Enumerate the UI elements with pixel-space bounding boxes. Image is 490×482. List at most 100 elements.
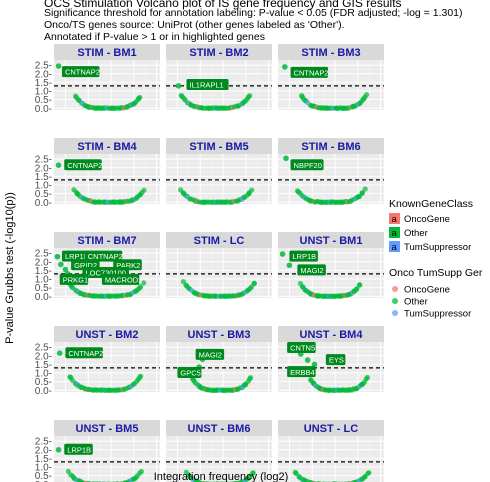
facet-strip-label: UNST - BM1: [300, 235, 363, 247]
y-tick-label: 0.0-: [35, 480, 52, 482]
data-point: [247, 375, 254, 381]
gene-label-box: [101, 273, 140, 285]
facet-strip-label: STIM - BM7: [77, 235, 136, 247]
gene-label-box: [84, 250, 123, 262]
legend-onco-title: Onco TumSupp Ger: [389, 267, 483, 279]
gene-label: CNTN5: [290, 344, 315, 353]
y-tick-label: 1.5-: [35, 266, 52, 277]
y-tick-label: 1.5-: [35, 172, 52, 183]
data-point: [137, 284, 144, 290]
gene-label-box: [177, 367, 202, 379]
facet-stim-bm6: STIM - BM6 NBPF20: [278, 138, 384, 205]
facet-strip-label: UNST - BM4: [300, 329, 364, 341]
facet-unst-lc: UNST - LC-4-2024: [278, 420, 384, 482]
data-point: [247, 93, 253, 99]
facet-strip-label: STIM - LC: [194, 235, 245, 247]
facet-strip-label: STIM - BM5: [189, 141, 248, 153]
legend-onco-item: TumSuppressor: [404, 309, 471, 320]
y-tick-label: 1.0-: [35, 87, 52, 98]
y-tick-label: 0.0-: [35, 198, 52, 209]
facet-unst-bm4: UNST - BM4 CNTN5 EYS ERBB4: [278, 326, 384, 393]
highlight-point: [58, 261, 64, 268]
title-line-2: Significance threshold for annotation la…: [44, 7, 463, 19]
facet-strip-label: STIM - BM3: [301, 47, 360, 59]
y-tick-label: 2.0-: [35, 69, 52, 80]
y-tick-label: 1.5-: [35, 78, 52, 89]
data-point: [364, 92, 370, 98]
facet-unst-bm3: UNST - BM3 MAGI2 GPC5: [166, 326, 272, 393]
y-tick-label: 2.5-: [35, 343, 52, 354]
gene-label-box: [61, 250, 91, 262]
y-tick-label: 2.5-: [35, 437, 52, 448]
gene-label: EYS: [329, 356, 344, 365]
panel-background: [166, 154, 272, 204]
legend-known-key: [389, 241, 400, 252]
gene-label-box: [64, 443, 93, 455]
y-tick-label: 2.5-: [35, 249, 52, 260]
title-line-1: OCS Stimulation Volcano plot of IS gene …: [44, 0, 402, 10]
data-point: [362, 186, 368, 192]
data-point: [141, 280, 147, 286]
gene-label-box: [287, 342, 316, 354]
y-tick-label: 2.0-: [35, 163, 52, 174]
highlight-point: [279, 251, 286, 257]
legend-known-item: TumSuppressor: [404, 242, 471, 253]
data-point: [359, 190, 366, 196]
y-tick-label: 1.0-: [35, 275, 52, 286]
legend-onco-item: OncoGene: [404, 285, 450, 296]
title-line-3: Onco/TS genes source: UniProt (other gen…: [44, 19, 345, 31]
y-tick-label: 1.0-: [35, 181, 52, 192]
y-tick-label: 0.5-: [35, 471, 52, 482]
gene-label: GPC5: [180, 369, 200, 378]
gene-label: CNTNAP2: [88, 252, 123, 261]
highlight-point: [55, 446, 62, 453]
facet-strip: [54, 326, 160, 342]
y-tick-label: 2.0-: [35, 351, 52, 362]
legend-onco-key: [392, 286, 398, 292]
x-axis-title: Integration frequency (log2): [154, 471, 289, 482]
facet-stim-bm5: STIM - BM5: [166, 138, 272, 205]
y-tick-label: 1.5-: [35, 360, 52, 371]
gene-label: MAGI2: [300, 266, 323, 275]
gene-label: LOC730100: [85, 269, 125, 278]
y-tick-label: 1.5-: [35, 454, 52, 465]
facet-strip-label: UNST - BM2: [76, 329, 139, 341]
facet-unst-bm1: UNST - BM1 LRP1B MAGI2: [278, 232, 384, 299]
y-tick-label: 2.5-: [35, 61, 52, 72]
gene-label: LRP1B: [67, 445, 91, 454]
facet-strip: [278, 326, 384, 342]
facet-strip-label: STIM - BM6: [301, 141, 360, 153]
y-tick-label: 2.5-: [35, 155, 52, 166]
facet-stim-bm4: STIM - BM4 CNTNAP2 0.0-0.5-1.0-1.5-2.0-2.5…: [35, 138, 160, 209]
y-tick-label: 0.0-: [35, 104, 52, 115]
legend-known-key: [389, 213, 400, 224]
legend-onco-key: [392, 298, 398, 304]
highlight-point: [55, 63, 62, 69]
panel-background: [166, 248, 272, 298]
gene-label-box: [297, 264, 326, 276]
facet-strip: [278, 420, 384, 436]
gene-label-box: [59, 273, 89, 285]
highlight-point: [56, 350, 63, 357]
gene-label: MACROD2: [105, 275, 143, 284]
gene-label-box: [290, 159, 324, 171]
y-tick-label: 0.0-: [35, 292, 52, 303]
facet-strip: [54, 420, 160, 436]
facet-strip: [278, 138, 384, 154]
facet-strip: [166, 138, 272, 154]
data-point: [364, 374, 371, 381]
y-tick-label: 0.5-: [35, 377, 52, 388]
legend-known-title: KnownGeneClass: [389, 198, 473, 210]
data-point: [354, 286, 360, 292]
gene-label: ERBB4: [290, 368, 315, 377]
highlight-point: [304, 357, 311, 363]
gene-label-box: [290, 66, 329, 78]
gene-label: CNTNAP2: [294, 69, 329, 78]
gene-label-box: [64, 159, 102, 171]
facet-strip: [278, 44, 384, 60]
data-point: [357, 282, 363, 288]
data-point: [250, 470, 256, 476]
gene-label: IL1RAPL1: [190, 81, 224, 90]
